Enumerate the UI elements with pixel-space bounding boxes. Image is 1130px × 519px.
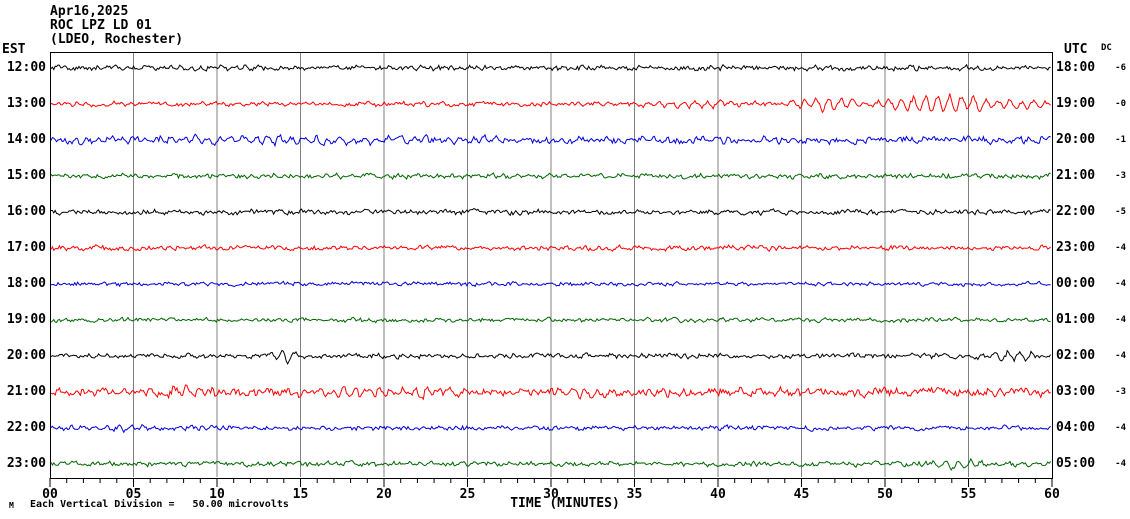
left-hour-label: 12:00 [6, 60, 46, 75]
left-hour-label: 13:00 [6, 96, 46, 111]
seismic-trace-1400 [50, 133, 1051, 148]
left-hour-label: 14:00 [6, 132, 46, 147]
right-hour-label: 04:00 [1056, 420, 1096, 435]
right-hour-label: 02:00 [1056, 348, 1096, 363]
right-hour-label: 20:00 [1056, 132, 1096, 147]
right-hour-label: 18:00 [1056, 60, 1096, 75]
seismic-trace-1700 [50, 243, 1051, 252]
left-hour-label: 20:00 [6, 348, 46, 363]
right-hour-label: 22:00 [1056, 204, 1096, 219]
seismic-trace-1500 [50, 172, 1051, 181]
dc-value: -4 [1115, 351, 1126, 361]
right-hour-label: 01:00 [1056, 312, 1096, 327]
right-hour-label: 05:00 [1056, 456, 1096, 471]
scale-note: Each Vertical Division = 50.00 microvolt… [30, 499, 289, 510]
seismic-trace-1600 [51, 208, 1051, 217]
seismic-trace-1900 [50, 316, 1051, 324]
left-hour-label: 22:00 [6, 420, 46, 435]
x-tick-label: 05 [125, 487, 142, 502]
right-hour-label: 03:00 [1056, 384, 1096, 399]
left-hour-label: 19:00 [6, 312, 46, 327]
right-hour-label: 19:00 [1056, 96, 1096, 111]
header-date: Apr16,2025 [50, 4, 129, 19]
dc-value: -4 [1115, 459, 1126, 469]
dc-value: -1 [1115, 135, 1126, 145]
x-tick-label: 35 [626, 487, 643, 502]
x-tick-label: 60 [1044, 487, 1060, 502]
x-tick-label: 55 [960, 487, 977, 502]
seismic-trace-2200 [50, 424, 1051, 434]
seismic-trace-2000 [50, 349, 1052, 366]
right-hour-label: 21:00 [1056, 168, 1096, 183]
dc-value: -5 [1115, 207, 1126, 217]
seismic-trace-1200 [50, 63, 1051, 72]
dc-value: -0 [1115, 99, 1126, 109]
x-tick-label: 50 [877, 487, 893, 502]
x-tick-label: 00 [42, 487, 58, 502]
x-tick-label: 30 [543, 487, 559, 502]
seismic-trace-2100 [50, 384, 1051, 401]
x-tick-label: 45 [793, 487, 810, 502]
left-hour-label: 21:00 [6, 384, 46, 399]
right-hour-label: 00:00 [1056, 276, 1096, 291]
header-location: (LDEO, Rochester) [50, 32, 184, 47]
header-station: ROC LPZ LD 01 [50, 18, 152, 33]
right-hour-label: 23:00 [1056, 240, 1096, 255]
right-timezone-label: UTC [1064, 42, 1088, 57]
scale-marker: M [9, 501, 14, 510]
left-hour-label: 18:00 [6, 276, 46, 291]
dc-value: -4 [1115, 315, 1126, 325]
x-axis-title: TIME (MINUTES) [510, 496, 620, 511]
left-hour-label: 17:00 [6, 240, 46, 255]
seismic-trace-2300 [50, 457, 1052, 472]
dc-value: -4 [1115, 243, 1126, 253]
dc-column-header: DC [1101, 43, 1112, 53]
left-timezone-label: EST [2, 42, 26, 57]
x-tick-label: 20 [376, 487, 392, 502]
dc-value: -3 [1115, 171, 1126, 181]
x-tick-label: 25 [459, 487, 476, 502]
x-tick-label: 10 [209, 487, 225, 502]
left-hour-label: 15:00 [6, 168, 46, 183]
left-hour-label: 16:00 [6, 204, 46, 219]
x-tick-label: 40 [710, 487, 726, 502]
x-tick-label: 15 [292, 487, 309, 502]
seismic-trace-1800 [50, 280, 1051, 288]
dc-value: -3 [1115, 387, 1126, 397]
dc-value: -4 [1115, 423, 1126, 433]
left-hour-label: 23:00 [6, 456, 46, 471]
seismic-trace-1300 [50, 93, 1051, 114]
dc-value: -4 [1115, 279, 1126, 289]
dc-value: -6 [1115, 63, 1126, 73]
